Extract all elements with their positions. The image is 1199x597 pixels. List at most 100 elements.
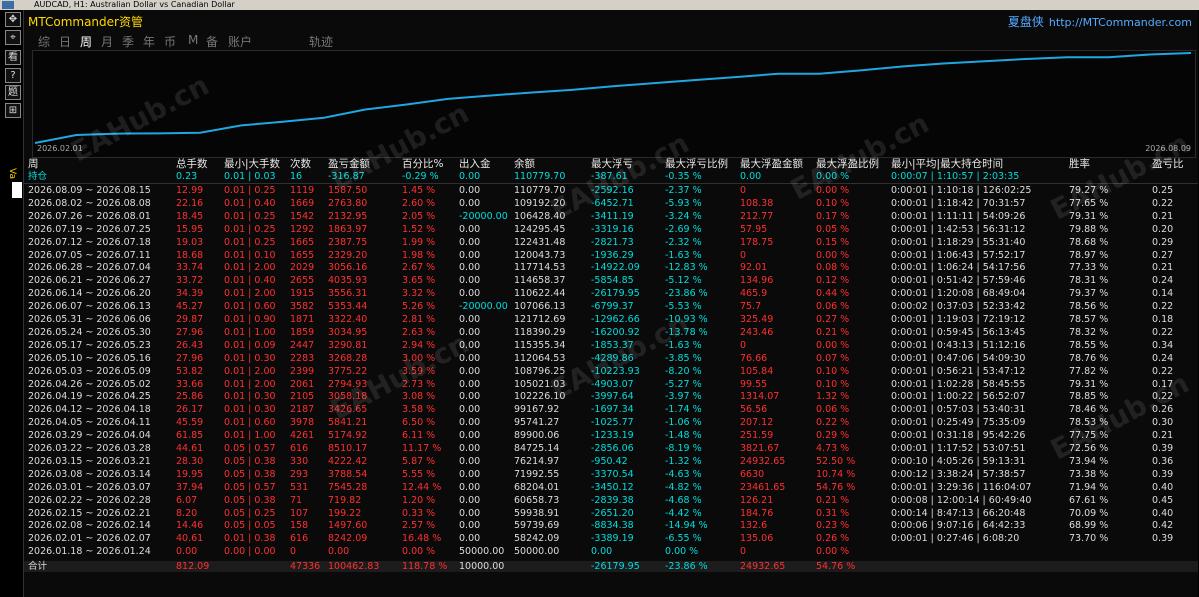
cell-max-float-profit: 0 [740,546,747,558]
table-row[interactable]: 2026.05.31 ~ 2026.06.06 29.87 0.01 | 0.90 1… [24,314,1198,325]
tab-day[interactable]: 日 [59,35,72,49]
cell-week: 2026.02.08 ~ 2026.02.14 [28,520,151,532]
table-row[interactable]: 2026.03.29 ~ 2026.04.04 61.85 0.01 | 1.00 4… [24,430,1198,441]
table-row[interactable]: 2026.06.21 ~ 2026.06.27 33.72 0.01 | 0.40 2… [24,275,1198,286]
cell-min-max-lots: 0.01 | 0.30 [224,404,276,416]
cell-week: 2026.04.19 ~ 2026.04.25 [28,391,151,403]
cell-max-float-loss: 最大浮亏 [591,158,633,170]
table-row[interactable]: 2026.03.01 ~ 2026.03.07 37.94 0.05 | 0.57 5… [24,482,1198,493]
table-row[interactable]: 2026.07.19 ~ 2026.07.25 15.95 0.01 | 0.25 1… [24,224,1198,235]
holding-row[interactable]: 持仓 0.23 0.01 | 0.03 16 -316.87 -0.29 % 0.00 110… [24,171,1198,182]
side-indicator [12,182,22,198]
cell-win-rate: 68.99 % [1069,520,1109,532]
cell-win-rate: 79.31 % [1069,378,1109,390]
table-row[interactable]: 2026.02.22 ~ 2026.02.28 6.07 0.05 | 0.38 71… [24,495,1198,506]
cell-percent: 5.55 % [402,468,436,480]
cell-max-float-profit: 0 [740,185,747,196]
cell-max-float-loss-pct: -2.37 % [665,185,702,196]
table-row[interactable]: 2026.05.24 ~ 2026.05.30 27.96 0.01 | 1.00 1… [24,327,1198,338]
cell-max-float-loss-pct: -5.27 % [665,378,702,390]
cell-balance: 120043.73 [514,249,566,261]
toolbar-crosshair-icon[interactable]: ⌖ [5,30,21,45]
cell-deposit: 0.00 [459,352,481,364]
cell-profit-factor: 0.26 [1152,404,1174,416]
table-header-row[interactable]: 周 总手数 最小|大手数 次数 盈亏金额 百分比% 出入金 余额 最大浮亏 最大浮亏比例 最大浮盈金… [24,158,1198,171]
balance-series-line [34,52,1192,144]
cell-percent: 2.67 % [402,262,436,274]
toolbar-move-icon[interactable]: ✥ [5,12,21,27]
table-row[interactable]: 2026.04.05 ~ 2026.04.11 45.59 0.01 | 0.60 3… [24,417,1198,428]
cell-balance: 102226.10 [514,391,566,403]
toolbar-grid-icon[interactable]: ⊞ [5,103,21,118]
cell-win-rate: 73.94 % [1069,455,1109,467]
cell-trades: 2399 [290,365,315,377]
tab-account[interactable]: 账户 [228,35,253,49]
table-row[interactable]: 2026.03.08 ~ 2026.03.14 19.95 0.05 | 0.38 2… [24,469,1198,480]
cell-max-float-loss-pct: -10.93 % [665,314,708,325]
cell-week: 2026.08.02 ~ 2026.08.08 [28,197,151,209]
cell-total-lots: 8.20 [176,507,198,519]
table-row[interactable]: 2026.05.17 ~ 2026.05.23 26.43 0.01 | 0.09 2… [24,340,1198,351]
brand-url-link[interactable]: http://MTCommander.com [1048,16,1192,29]
table-row[interactable]: 2026.04.26 ~ 2026.05.02 33.66 0.01 | 2.00 2… [24,379,1198,390]
tab-currency[interactable]: 币 [164,35,177,49]
cell-deposit: 0.00 [459,468,481,480]
side-vertical-tab[interactable]: Va [7,168,17,179]
cell-max-float-loss-pct: -5.12 % [665,275,702,287]
cell-deposit: 0.00 [459,223,481,235]
table-row[interactable]: 2026.07.05 ~ 2026.07.11 18.68 0.01 | 0.10 1… [24,250,1198,261]
table-row[interactable]: 2026.03.15 ~ 2026.03.21 28.30 0.05 | 0.38 3… [24,456,1198,467]
table-row[interactable]: 2026.04.19 ~ 2026.04.25 25.86 0.01 | 0.30 2… [24,391,1198,402]
cell-balance: 84725.14 [514,443,560,454]
cell-balance: 117714.53 [514,262,566,274]
cell-total-lots: 6.07 [176,494,198,506]
table-row[interactable]: 2026.08.09 ~ 2026.08.15 12.99 0.01 | 0.25 1… [24,185,1198,196]
tab-m[interactable]: M [188,33,199,47]
cell-profit: 5841.21 [328,417,368,429]
toolbar-help-icon[interactable]: ? [5,68,21,83]
cell-min-max-lots: 0.01 | 0.38 [224,533,276,545]
cell-week: 2026.04.05 ~ 2026.04.11 [28,417,151,429]
cell-max-float-profit: 24932.65 [740,561,786,573]
table-row[interactable]: 2026.05.03 ~ 2026.05.09 53.82 0.01 | 2.00 2… [24,366,1198,377]
table-row[interactable]: 2026.05.10 ~ 2026.05.16 27.96 0.01 | 0.30 2… [24,353,1198,364]
tab-quarter[interactable]: 季 [122,35,135,49]
table-row[interactable]: 2026.01.18 ~ 2026.01.24 0.00 0.00 | 0.00 0 0… [24,546,1198,557]
table-row[interactable]: 2026.02.08 ~ 2026.02.14 14.46 0.05 | 0.05 1… [24,520,1198,531]
tab-month[interactable]: 月 [101,35,114,49]
table-row[interactable]: 2026.06.07 ~ 2026.06.13 45.27 0.01 | 0.60 3… [24,301,1198,312]
cell-max-float-profit-pct: 0.10 % [816,197,850,209]
table-row[interactable]: 2026.07.12 ~ 2026.07.18 19.03 0.01 | 0.25 1… [24,237,1198,248]
toolbar-view-icon[interactable]: 看 [5,50,21,65]
cell-week: 2026.05.31 ~ 2026.06.06 [28,314,151,325]
table-row[interactable]: 2026.02.01 ~ 2026.02.07 40.61 0.01 | 0.38 6… [24,533,1198,544]
table-row[interactable]: 2026.02.15 ~ 2026.02.21 8.20 0.05 | 0.25 10… [24,508,1198,519]
cell-profit-factor: 0.36 [1152,455,1174,467]
cell-hold-time: 0:00:12 | 3:38:24 | 57:38:57 [891,468,1026,480]
tab-backup[interactable]: 备 [206,35,219,49]
cell-percent: 3.59 % [402,365,436,377]
cell-hold-time: 0:00:02 | 0:37:03 | 52:33:42 [891,301,1026,313]
table-row[interactable]: 2026.04.12 ~ 2026.04.18 26.17 0.01 | 0.30 2… [24,404,1198,415]
tab-summary[interactable]: 综 [38,35,51,49]
cell-max-float-profit-pct: 4.73 % [816,443,850,454]
cell-max-float-loss-pct: -12.83 % [665,262,708,274]
table-row[interactable]: 2026.08.02 ~ 2026.08.08 22.16 0.01 | 0.40 1… [24,198,1198,209]
table-row[interactable]: 2026.03.22 ~ 2026.03.28 44.61 0.05 | 0.57 6… [24,443,1198,454]
cell-profit-factor: 0.24 [1152,275,1174,287]
tab-year[interactable]: 年 [143,35,156,49]
cell-max-float-profit-pct: 0.44 % [816,288,850,300]
tab-track[interactable]: 轨迹 [309,35,334,49]
cell-min-max-lots: 0.05 | 0.57 [224,443,276,454]
table-row[interactable]: 2026.06.28 ~ 2026.07.04 33.74 0.01 | 2.00 2… [24,262,1198,273]
table-row[interactable]: 2026.06.14 ~ 2026.06.20 34.39 0.01 | 2.00 1… [24,288,1198,299]
tab-week[interactable]: 周 [80,35,93,49]
total-row[interactable]: 合计 812.09 47336 100462.83 118.78 % 10000.00 -2… [24,561,1198,573]
cell-profit-factor: 0.18 [1152,314,1174,325]
table-row[interactable]: 2026.07.26 ~ 2026.08.01 18.45 0.01 | 0.25 1… [24,211,1198,222]
cell-percent: 5.87 % [402,455,436,467]
toolbar-topic-icon[interactable]: 题 [5,85,21,100]
cell-week: 2026.02.15 ~ 2026.02.21 [28,507,151,519]
cell-max-float-profit-pct: 0.21 % [816,494,850,506]
weekly-stats-table: 周 总手数 最小|大手数 次数 盈亏金额 百分比% 出入金 余额 最大浮亏 最大浮亏比例 最大浮盈金… [24,158,1198,597]
